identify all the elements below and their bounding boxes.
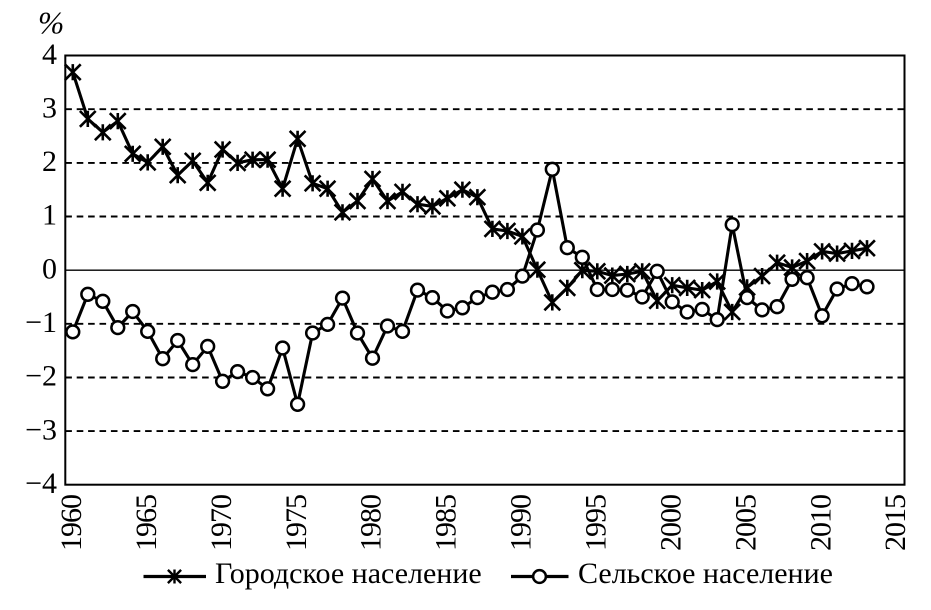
svg-text:1980: 1980 [355,495,388,551]
svg-text:Городское население: Городское население [215,557,482,590]
svg-text:1970: 1970 [205,495,238,551]
svg-text:−4: −4 [25,467,57,500]
svg-text:−2: −2 [25,360,57,393]
svg-text:−1: −1 [25,306,57,339]
svg-text:0: 0 [42,252,57,285]
svg-text:%: % [38,6,64,41]
svg-text:2005: 2005 [729,495,762,551]
svg-text:3: 3 [42,92,57,125]
svg-text:1960: 1960 [55,495,88,551]
svg-text:2010: 2010 [804,495,837,551]
svg-text:1: 1 [42,199,57,232]
svg-text:1965: 1965 [130,495,163,551]
svg-text:1975: 1975 [280,495,313,551]
svg-text:2000: 2000 [654,495,687,551]
svg-text:1995: 1995 [580,495,613,551]
svg-text:4: 4 [42,38,57,71]
svg-text:1990: 1990 [505,495,538,551]
svg-text:2: 2 [42,145,57,178]
svg-text:2015: 2015 [879,495,912,551]
svg-text:1985: 1985 [430,495,463,551]
svg-text:Сельское население: Сельское население [578,557,833,590]
svg-text:−3: −3 [25,413,57,446]
